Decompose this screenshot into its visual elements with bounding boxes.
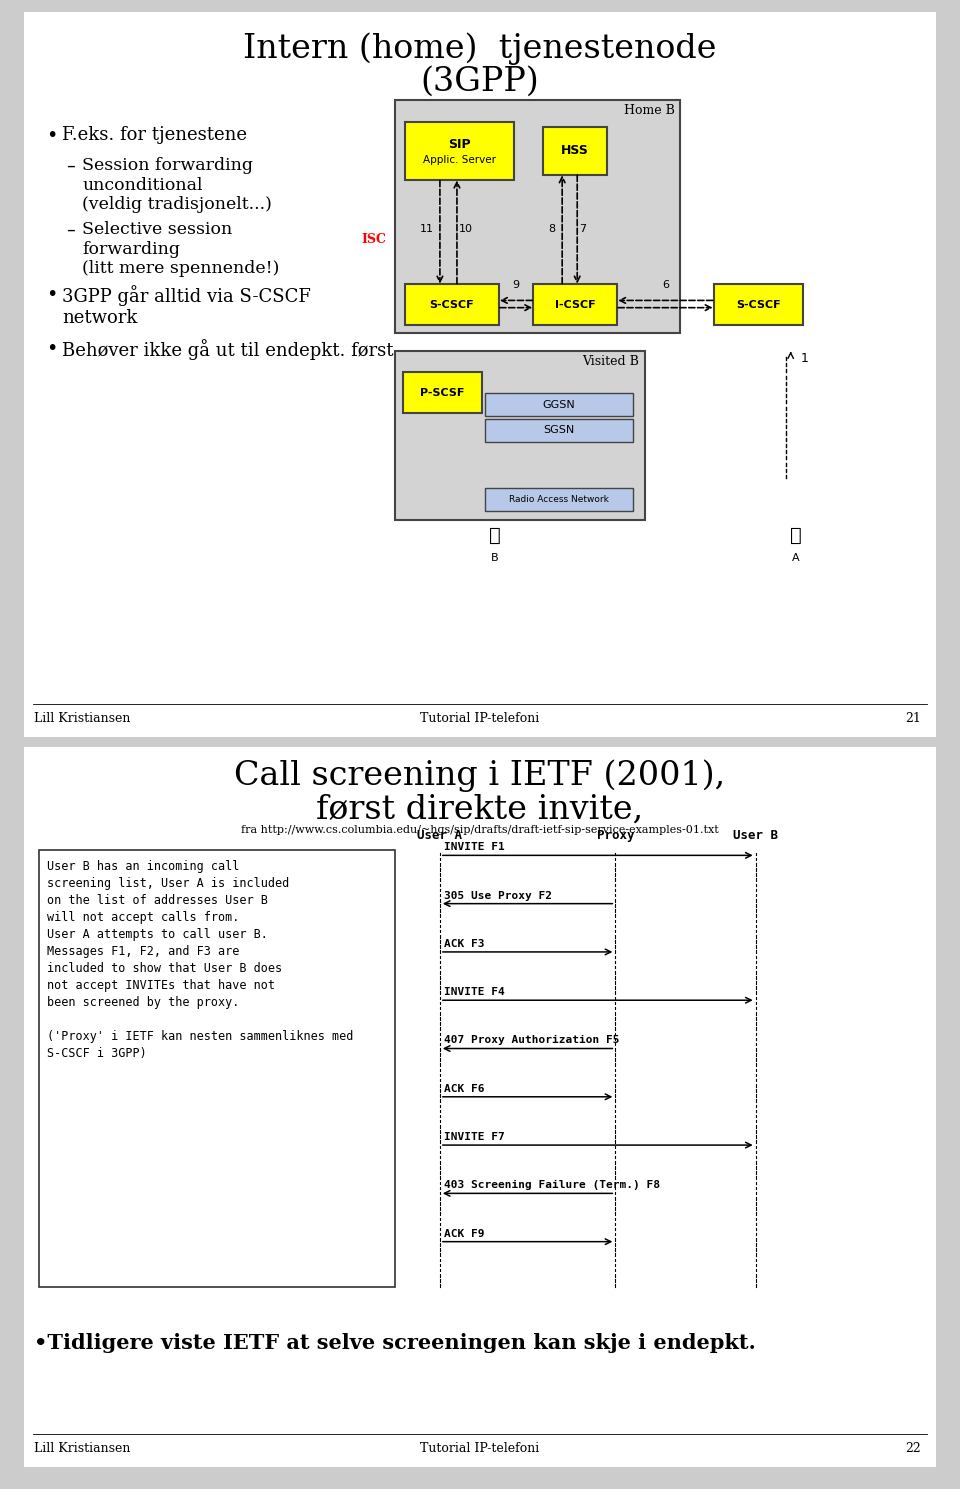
Text: 305 Use Proxy F2: 305 Use Proxy F2: [444, 890, 552, 901]
Text: S-CSCF: S-CSCF: [735, 299, 780, 310]
Text: 1: 1: [801, 353, 808, 365]
Text: B: B: [492, 552, 499, 563]
Text: •: •: [46, 286, 58, 304]
Text: ACK F6: ACK F6: [444, 1084, 485, 1094]
Text: –: –: [66, 222, 75, 240]
Text: Tutorial IP-telefoni: Tutorial IP-telefoni: [420, 712, 540, 725]
Bar: [395, 100, 681, 334]
Text: Behøver ikke gå ut til endepkt. først: Behøver ikke gå ut til endepkt. først: [62, 339, 394, 360]
Text: ACK F9: ACK F9: [444, 1228, 485, 1239]
Bar: [485, 488, 634, 511]
FancyBboxPatch shape: [405, 122, 514, 180]
Text: 403 Screening Failure (Term.) F8: 403 Screening Failure (Term.) F8: [444, 1181, 660, 1190]
Bar: [39, 850, 395, 1286]
Text: INVITE F4: INVITE F4: [444, 987, 505, 998]
Text: INVITE F1: INVITE F1: [444, 843, 505, 852]
Text: Home B: Home B: [624, 104, 675, 118]
Text: Lill Kristiansen: Lill Kristiansen: [34, 712, 131, 725]
Text: (3GPP): (3GPP): [420, 66, 540, 98]
FancyBboxPatch shape: [403, 372, 482, 412]
Text: •: •: [46, 127, 58, 144]
FancyBboxPatch shape: [405, 284, 499, 325]
Text: 7: 7: [579, 225, 587, 234]
Text: 9: 9: [513, 280, 519, 290]
Text: Call screening i IETF (2001),: Call screening i IETF (2001),: [234, 759, 726, 792]
Text: HSS: HSS: [562, 144, 589, 158]
Bar: [395, 350, 645, 520]
Text: SIP: SIP: [448, 138, 470, 150]
Text: Session forwarding
unconditional
(veldig tradisjonelt...): Session forwarding unconditional (veldig…: [83, 156, 272, 213]
Text: Selective session
forwarding
(litt mere spennende!): Selective session forwarding (litt mere …: [83, 222, 279, 277]
Text: A: A: [792, 552, 800, 563]
FancyBboxPatch shape: [713, 284, 803, 325]
Text: 22: 22: [905, 1441, 921, 1455]
Text: ISC: ISC: [362, 234, 387, 246]
Text: Visited B: Visited B: [583, 354, 639, 368]
Text: 407 Proxy Authorization F5: 407 Proxy Authorization F5: [444, 1035, 619, 1045]
Text: Intern (home)  tjenestenode: Intern (home) tjenestenode: [243, 33, 717, 66]
Bar: [485, 418, 634, 442]
Text: User A: User A: [418, 829, 463, 841]
Text: SGSN: SGSN: [543, 426, 575, 435]
FancyBboxPatch shape: [543, 127, 608, 174]
Text: Radio Access Network: Radio Access Network: [509, 496, 609, 505]
Text: fra http://www.cs.columbia.edu/~hgs/sip/drafts/draft-ietf-sip-service-examples-0: fra http://www.cs.columbia.edu/~hgs/sip/…: [241, 825, 719, 834]
Text: •: •: [46, 339, 58, 359]
Text: ACK F3: ACK F3: [444, 940, 485, 948]
Text: Lill Kristiansen: Lill Kristiansen: [34, 1441, 131, 1455]
Text: –: –: [66, 156, 75, 174]
Text: 3GPP går alltid via S-CSCF
network: 3GPP går alltid via S-CSCF network: [62, 286, 311, 328]
Text: User B: User B: [733, 829, 779, 841]
Text: User B has an incoming call
screening list, User A is included
on the list of ad: User B has an incoming call screening li…: [47, 861, 353, 1060]
Text: P-SCSF: P-SCSF: [420, 387, 465, 398]
Text: 6: 6: [661, 280, 669, 290]
Bar: [485, 393, 634, 415]
Text: 21: 21: [905, 712, 921, 725]
Text: 📱: 📱: [490, 526, 501, 545]
Text: 📱: 📱: [790, 526, 802, 545]
Text: Proxy: Proxy: [596, 829, 634, 841]
Text: Tutorial IP-telefoni: Tutorial IP-telefoni: [420, 1441, 540, 1455]
FancyBboxPatch shape: [533, 284, 617, 325]
Text: Applic. Server: Applic. Server: [423, 155, 496, 165]
Text: •Tidligere viste IETF at selve screeningen kan skje i endepkt.: •Tidligere viste IETF at selve screening…: [34, 1333, 756, 1354]
Text: 10: 10: [459, 225, 473, 234]
Text: F.eks. for tjenestene: F.eks. for tjenestene: [62, 127, 247, 144]
Text: I-CSCF: I-CSCF: [555, 299, 595, 310]
Text: GGSN: GGSN: [542, 399, 576, 409]
Text: 11: 11: [420, 225, 434, 234]
Text: 8: 8: [548, 225, 555, 234]
Text: først direkte invite,: først direkte invite,: [317, 794, 643, 826]
Text: INVITE F7: INVITE F7: [444, 1132, 505, 1142]
Text: S-CSCF: S-CSCF: [430, 299, 474, 310]
